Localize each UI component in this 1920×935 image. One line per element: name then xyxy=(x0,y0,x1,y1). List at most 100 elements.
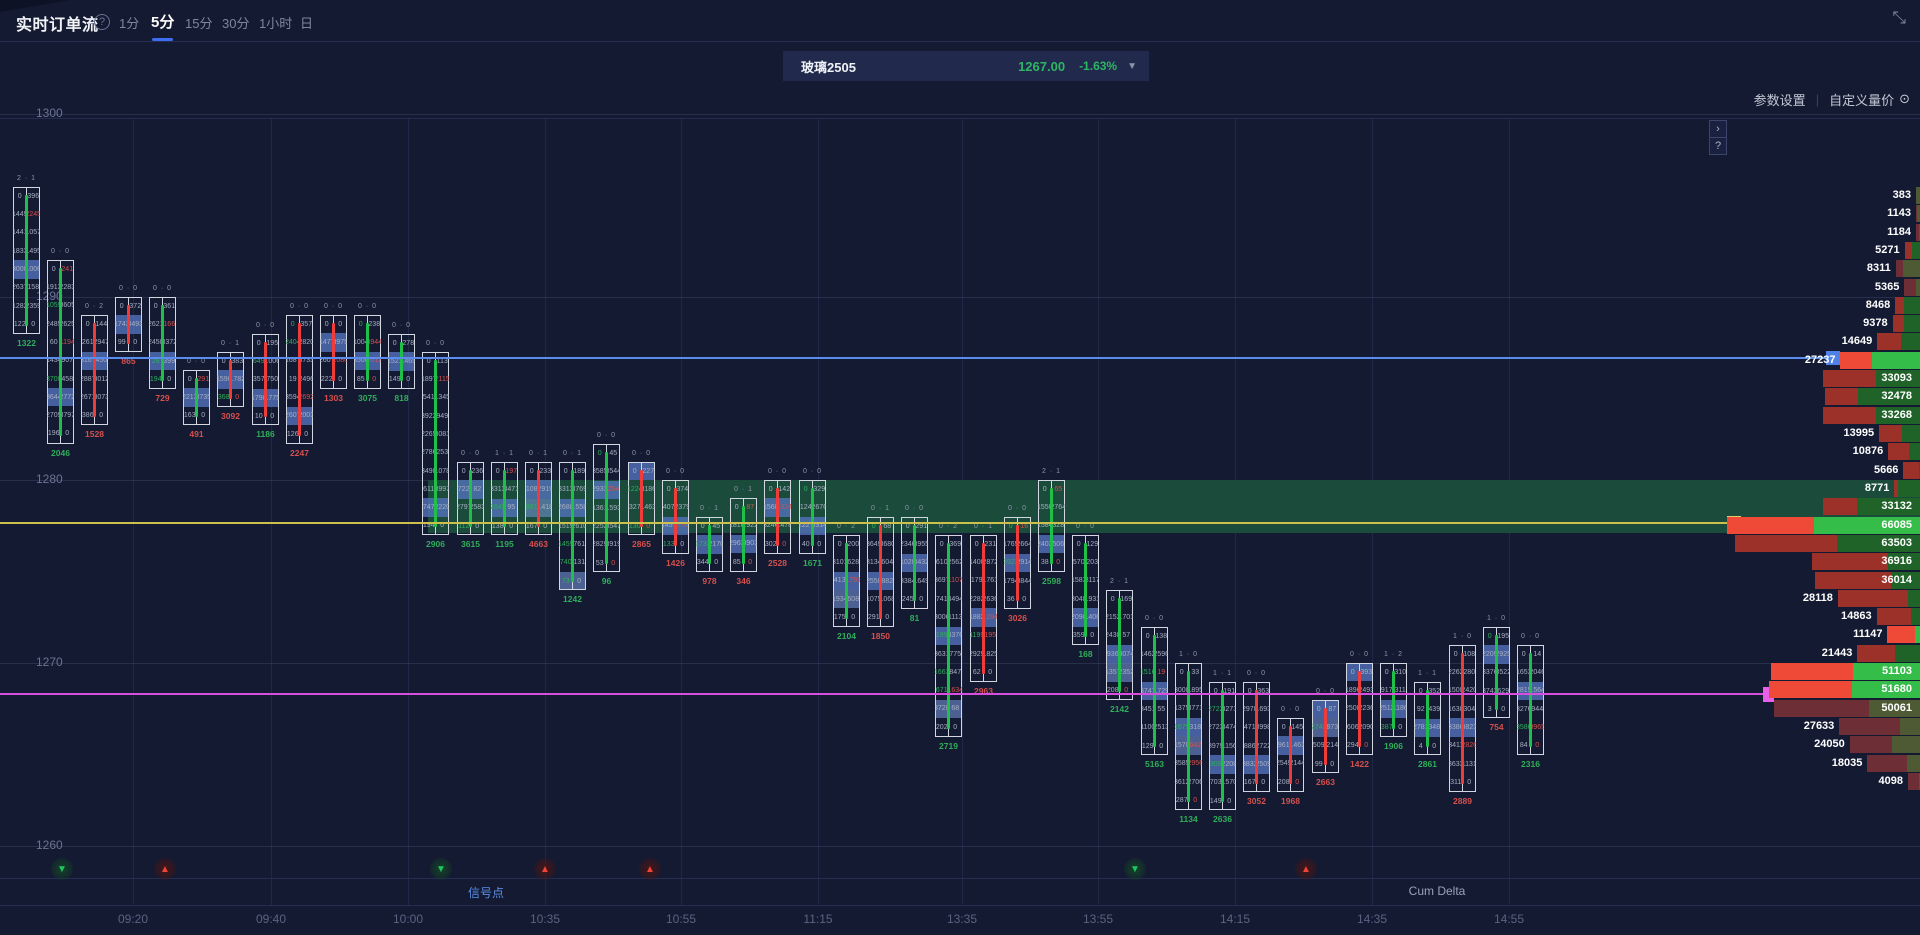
footprint-candle[interactable]: 0241191322831059360524852625601194143490… xyxy=(47,248,74,458)
candle-row: 130 0 xyxy=(628,517,655,535)
footprint-candle[interactable]: 0138146225961516193747172934515511002513… xyxy=(1141,615,1168,769)
price-gridline xyxy=(0,846,1920,847)
candle-row: 0 200 xyxy=(833,535,860,553)
footprint-candle[interactable]: 014426129473167450288730122671307338600 … xyxy=(81,303,108,439)
bid-volume: 1462 xyxy=(1141,650,1155,658)
candle-row: 35863965 xyxy=(1517,718,1544,736)
bid-volume: 1434 xyxy=(47,357,61,365)
tab-timeframe-3[interactable]: 30分 xyxy=(222,16,250,31)
candle-row: 24503372 xyxy=(149,334,176,352)
tab-timeframe-2[interactable]: 15分 xyxy=(185,16,213,31)
candle-row: 17332170 xyxy=(696,535,723,553)
bid-volume: 126 xyxy=(286,430,299,438)
footprint-candle[interactable]: 0 372 17433493 99 0 0 · 0 865 xyxy=(115,285,142,366)
bid-volume: 0 xyxy=(324,320,329,328)
tab-timeframe-1[interactable]: 5分 xyxy=(151,11,174,41)
footprint-candle[interactable]: 0453585354429332541361159322523547282939… xyxy=(593,432,620,586)
candle-high-low-dots: 0 · 1 xyxy=(973,523,993,530)
custom-volume-price-button[interactable]: 自定义量价 xyxy=(1829,92,1895,108)
footprint-candle[interactable]: 0 383 15901782 368 0 0 · 1 3092 xyxy=(217,340,244,421)
footprint-candle[interactable]: 0191272232712723347439791156309220870315… xyxy=(1209,670,1236,824)
footprint-candle[interactable]: 01692152170124385793630741357235220802 ·… xyxy=(1106,578,1133,714)
footprint-candle[interactable]: 0113189721155411345392294922653081278625… xyxy=(422,340,449,549)
bid-volume: 386 xyxy=(81,412,94,420)
ask-volume: 3432 xyxy=(915,559,929,567)
delta-line xyxy=(264,342,267,417)
ask-volume: 45 xyxy=(712,522,721,530)
candle-row: 175 0 xyxy=(833,608,860,626)
footprint-candle[interactable]: 0 278 15211465 149 0 0 · 0 818 xyxy=(388,322,415,403)
footprint-candle[interactable]: 0189331337692688155815192610145976174013… xyxy=(559,450,586,604)
tab-timeframe-5[interactable]: 日 xyxy=(300,16,314,31)
expand-panel-button[interactable]: › xyxy=(1709,120,1727,138)
bid-volume: 2709 xyxy=(47,412,61,420)
footprint-candle[interactable]: 0357240428201687373319249635942692260720… xyxy=(286,303,313,458)
candle-high-low-dots: 1 · 2 xyxy=(1383,651,1403,658)
bid-volume: 611 xyxy=(423,485,435,493)
ask-volume: 14 xyxy=(1533,650,1542,658)
candle-row: 0 68 xyxy=(867,517,894,535)
candle-row: 0 231 xyxy=(970,535,997,553)
panel-help-button[interactable]: ? xyxy=(1709,137,1727,155)
candle-row: 4131791 xyxy=(833,572,860,590)
help-icon[interactable]: ? xyxy=(94,14,110,30)
footprint-candle[interactable]: 029123463955102034323384164924500 · 081 xyxy=(901,505,929,623)
candle-high-low-dots: 0 · 1 xyxy=(699,505,719,512)
candle-delta-label: 818 xyxy=(394,393,409,403)
footprint-candle[interactable]: 06836493680313460425588821075106829100 ·… xyxy=(867,505,894,641)
bid-volume: 1519 xyxy=(559,522,573,530)
ask-volume: 3372 xyxy=(163,339,177,347)
ask-volume: 3955 xyxy=(915,540,929,548)
collapse-icon[interactable]: ⤡ xyxy=(1892,8,1906,27)
footprint-candle[interactable]: 0231140028721791761228226361882129411991… xyxy=(970,523,997,696)
footprint-candle[interactable]: 0 45 17332170 344 0 0 · 1 978 xyxy=(696,505,723,586)
candle-row: 570 203 xyxy=(1072,553,1099,571)
candle-delta-label: 2528 xyxy=(768,558,787,568)
footprint-candle[interactable]: 036329781693471399888627223832250916700 … xyxy=(1243,670,1270,806)
candle-row: 13753771 xyxy=(1175,700,1202,718)
volume-profile-row: 36014 xyxy=(1814,571,1920,589)
sell-volume-segment xyxy=(1823,370,1877,388)
param-settings-button[interactable]: 参数设置 xyxy=(1753,92,1806,108)
footprint-candle[interactable]: 0108226228015002420163830433863823341128… xyxy=(1449,633,1476,806)
ask-volume: 2236 xyxy=(1360,705,1374,713)
footprint-candle[interactable]: 012957020315833117304819312090140635900 … xyxy=(1072,523,1099,659)
pane-separator xyxy=(0,878,1920,879)
footprint-candle[interactable]: 0333000189513753771167931815786423585295… xyxy=(1175,651,1202,824)
instrument-selector[interactable]: 玻璃2505 1267.00 -1.63% ▼ xyxy=(783,51,1149,81)
tab-timeframe-4[interactable]: 1小时 xyxy=(259,16,293,31)
sell-volume-segment xyxy=(1812,553,1888,571)
candle-delta-label: 1528 xyxy=(85,429,104,439)
volume-profile-row: 1143 xyxy=(1887,205,1920,223)
footprint-candle[interactable]: 0369610256236971107741349430061113199337… xyxy=(935,523,962,751)
footprint-candle[interactable]: 0396144922451441105718331495300010062637… xyxy=(13,175,40,348)
candle-row: 0 227 xyxy=(628,462,655,480)
delta-line xyxy=(913,525,916,601)
tab-timeframe-0[interactable]: 1分 xyxy=(119,16,140,31)
footprint-candle[interactable]: 01416532046281515643276944358639658400 ·… xyxy=(1517,633,1544,769)
